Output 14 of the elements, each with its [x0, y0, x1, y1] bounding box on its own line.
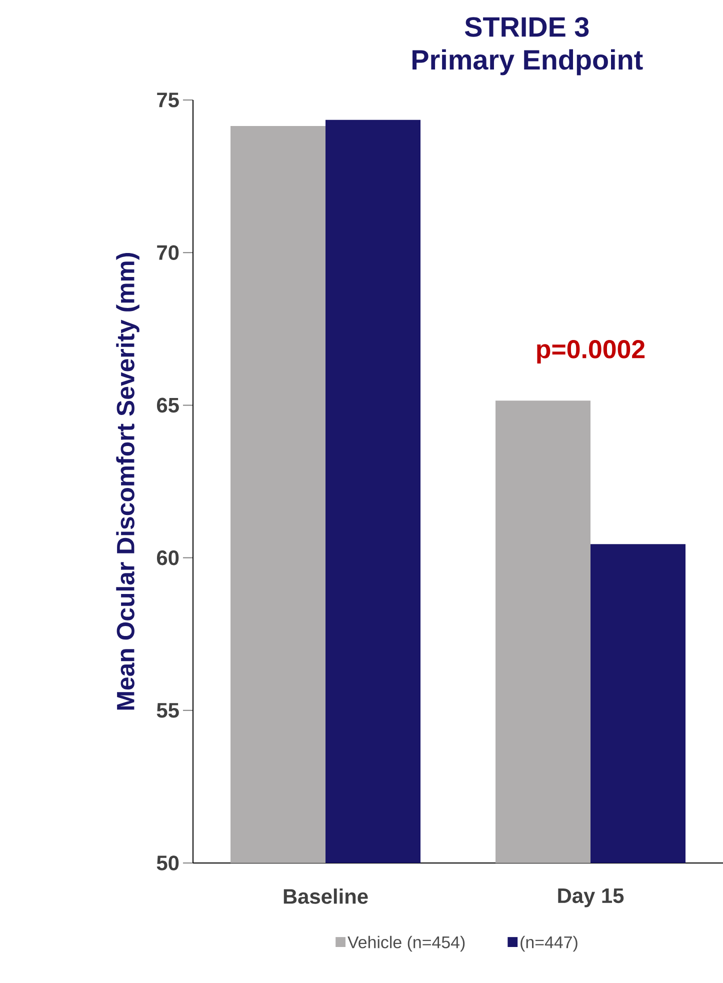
y-tick-label: 75	[157, 92, 179, 108]
annotation: p=0.0002	[537, 340, 645, 364]
legend-label: Vehicle (n=454)	[348, 936, 465, 952]
x-tick-label: Baseline	[284, 888, 368, 904]
y-tick-label: 50	[156, 856, 179, 870]
y-tick-label: 70	[157, 245, 179, 260]
x-tick-label: Day 15	[558, 888, 624, 908]
chart-title: STRIDE 3	[464, 17, 589, 37]
y-tick-label: 55	[156, 703, 179, 718]
y-tick-label: 60	[156, 550, 179, 566]
y-axis-title: Mean Ocular Discomfort Severity (mm)	[116, 253, 140, 710]
chart-subtitle: Primary Endpoint	[412, 49, 643, 76]
legend-label: (n=447)	[520, 936, 578, 952]
y-tick-label: 65	[156, 398, 179, 413]
